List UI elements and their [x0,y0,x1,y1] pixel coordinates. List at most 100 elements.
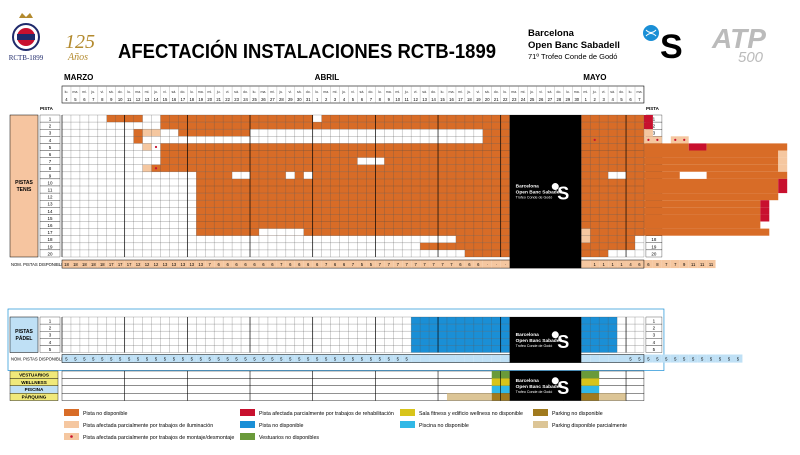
weekday-label: do. [118,90,123,94]
tenis-disponibles-cell [115,260,125,269]
tenis-disponibles-value: 7 [423,262,426,267]
weekday-label: sá. [109,90,114,94]
padel-frame [7,308,665,371]
sabadell-logo: S [643,25,683,66]
tournament-block [509,115,582,269]
legend-label: Piscina no disponible [419,423,469,429]
weekday-label: do. [180,90,185,94]
tenis-unavailable-segment [196,178,510,186]
weekday-label: lu. [441,90,445,94]
tenis-disponibles-cell [124,260,134,269]
weekday-label: ma. [511,90,517,94]
tenis-disponibles-value: 12 [154,262,159,267]
tenis-disponibles-value: 13 [189,262,194,267]
tenis-disponibles-cell [608,260,618,269]
padel-disponibles-cell [375,354,385,363]
weekday-label: lu. [566,90,570,94]
padel-disponibles-value: 5 [674,357,677,362]
weekday-label: sá. [610,90,615,94]
padel-disponibles-value: 5 [101,357,104,362]
tenis-disponibles-value: 6 [459,262,462,267]
tenis-disponibles-cell [643,260,653,269]
block-s-icon: S [557,332,569,352]
padel-disponibles-cell [187,354,197,363]
tenis-unavailable-segment [142,143,152,151]
padel-disponibles-cell [339,354,349,363]
padel-disponibles-value: 5 [289,357,292,362]
court-number-cell [39,249,61,258]
legend-label: Vestuarios no disponibles [259,435,319,441]
tenis-unavailable-segment [464,249,510,257]
day-number: 18 [189,97,194,102]
tenis-disponibles-value: · [487,262,488,267]
padel-disponibles-value: 5 [173,357,176,362]
tenis-unavailable-segment [133,129,143,137]
court-number: 2 [49,124,52,129]
weekday-label: do. [494,90,499,94]
padel-disponibles-cell [626,354,635,363]
court-number: 17 [47,230,53,235]
padel-disponibles-cell [384,354,394,363]
tenis-disponibles-cell [679,260,689,269]
day-number: 30 [297,97,302,102]
tenis-disponibles-value: 7 [441,262,444,267]
day-number: 22 [225,97,230,102]
tenis-disponibles-cell [491,260,501,269]
padel-disponibles-cell [124,354,134,363]
weekday-label: ma. [574,90,580,94]
padel-disponibles-cell [473,354,483,363]
padel-section-label [9,316,39,353]
tenis-available-gap [357,157,385,165]
padel-disponibles-value: 5 [334,357,337,362]
tenis-disponibles-value: · [496,262,497,267]
legend-swatch [400,421,415,428]
padel-disponibles-cell [133,354,143,363]
padel-disponibles-value: 5 [65,357,68,362]
tenis-unavailable-segment [760,200,770,208]
tenis-disponibles-cell [500,260,510,269]
day-number: 27 [270,97,275,102]
tenis-disponibles-cell [79,260,89,269]
padel-disponibles-value: 5 [629,357,632,362]
block-line2: Open Banc Sabadell [516,338,562,344]
day-number: 9 [388,97,391,102]
tenis-disponibles-value: 6 [468,262,471,267]
padel-disponibles-cell [697,354,707,363]
padel-disponibles-cell [402,354,412,363]
facility-unavailable-segment [581,393,600,401]
legend-label: Sala fitness y edificio wellness no disp… [419,411,523,417]
tenis-disponibles-value: 7 [397,262,400,267]
tenis-disponibles-value: 6 [235,262,238,267]
tenis-disponibles-cell [617,260,627,269]
tenis-disponibles-cell [661,260,671,269]
tenis-unavailable-segment [670,136,689,144]
tenis-disponibles-cell [88,260,98,269]
tenis-disponibles-cell [160,260,170,269]
padel-disponibles-cell [142,354,152,363]
padel-disponibles-value: 5 [656,357,659,362]
day-number: 5 [74,97,77,102]
padel-disponibles-value: 5 [200,357,203,362]
padel-disponibles-cell [151,354,161,363]
padel-disponibles-cell [303,354,313,363]
padel-disponibles-value: 5 [226,357,229,362]
legend: Pista no disponible Pista afectada parcia… [64,409,627,441]
event-line2: Open Banc Sabadell [528,40,620,51]
day-number: 7 [370,97,373,102]
tenis-unavailable-segment [688,143,707,151]
padel-disponibles-value: 5 [352,357,355,362]
padel-disponibles-cell [62,354,71,363]
weekday-label: sá. [422,90,427,94]
tenis-disponibles-cell [357,260,367,269]
day-number: 20 [207,97,212,102]
tenis-disponibles-value: 8 [656,262,659,267]
padel-disponibles-cell [294,354,304,363]
montaje-dot [647,138,650,141]
tenis-unavailable-segment [643,115,653,123]
padel-disponibles-value: 5 [155,357,158,362]
day-number: 27 [548,97,553,102]
tenis-disponibles-label: NOM. PISTAS DISPONIBLES [11,262,67,267]
padel-disponibles-cell [643,354,653,363]
padel-disponibles-cell [411,354,421,363]
